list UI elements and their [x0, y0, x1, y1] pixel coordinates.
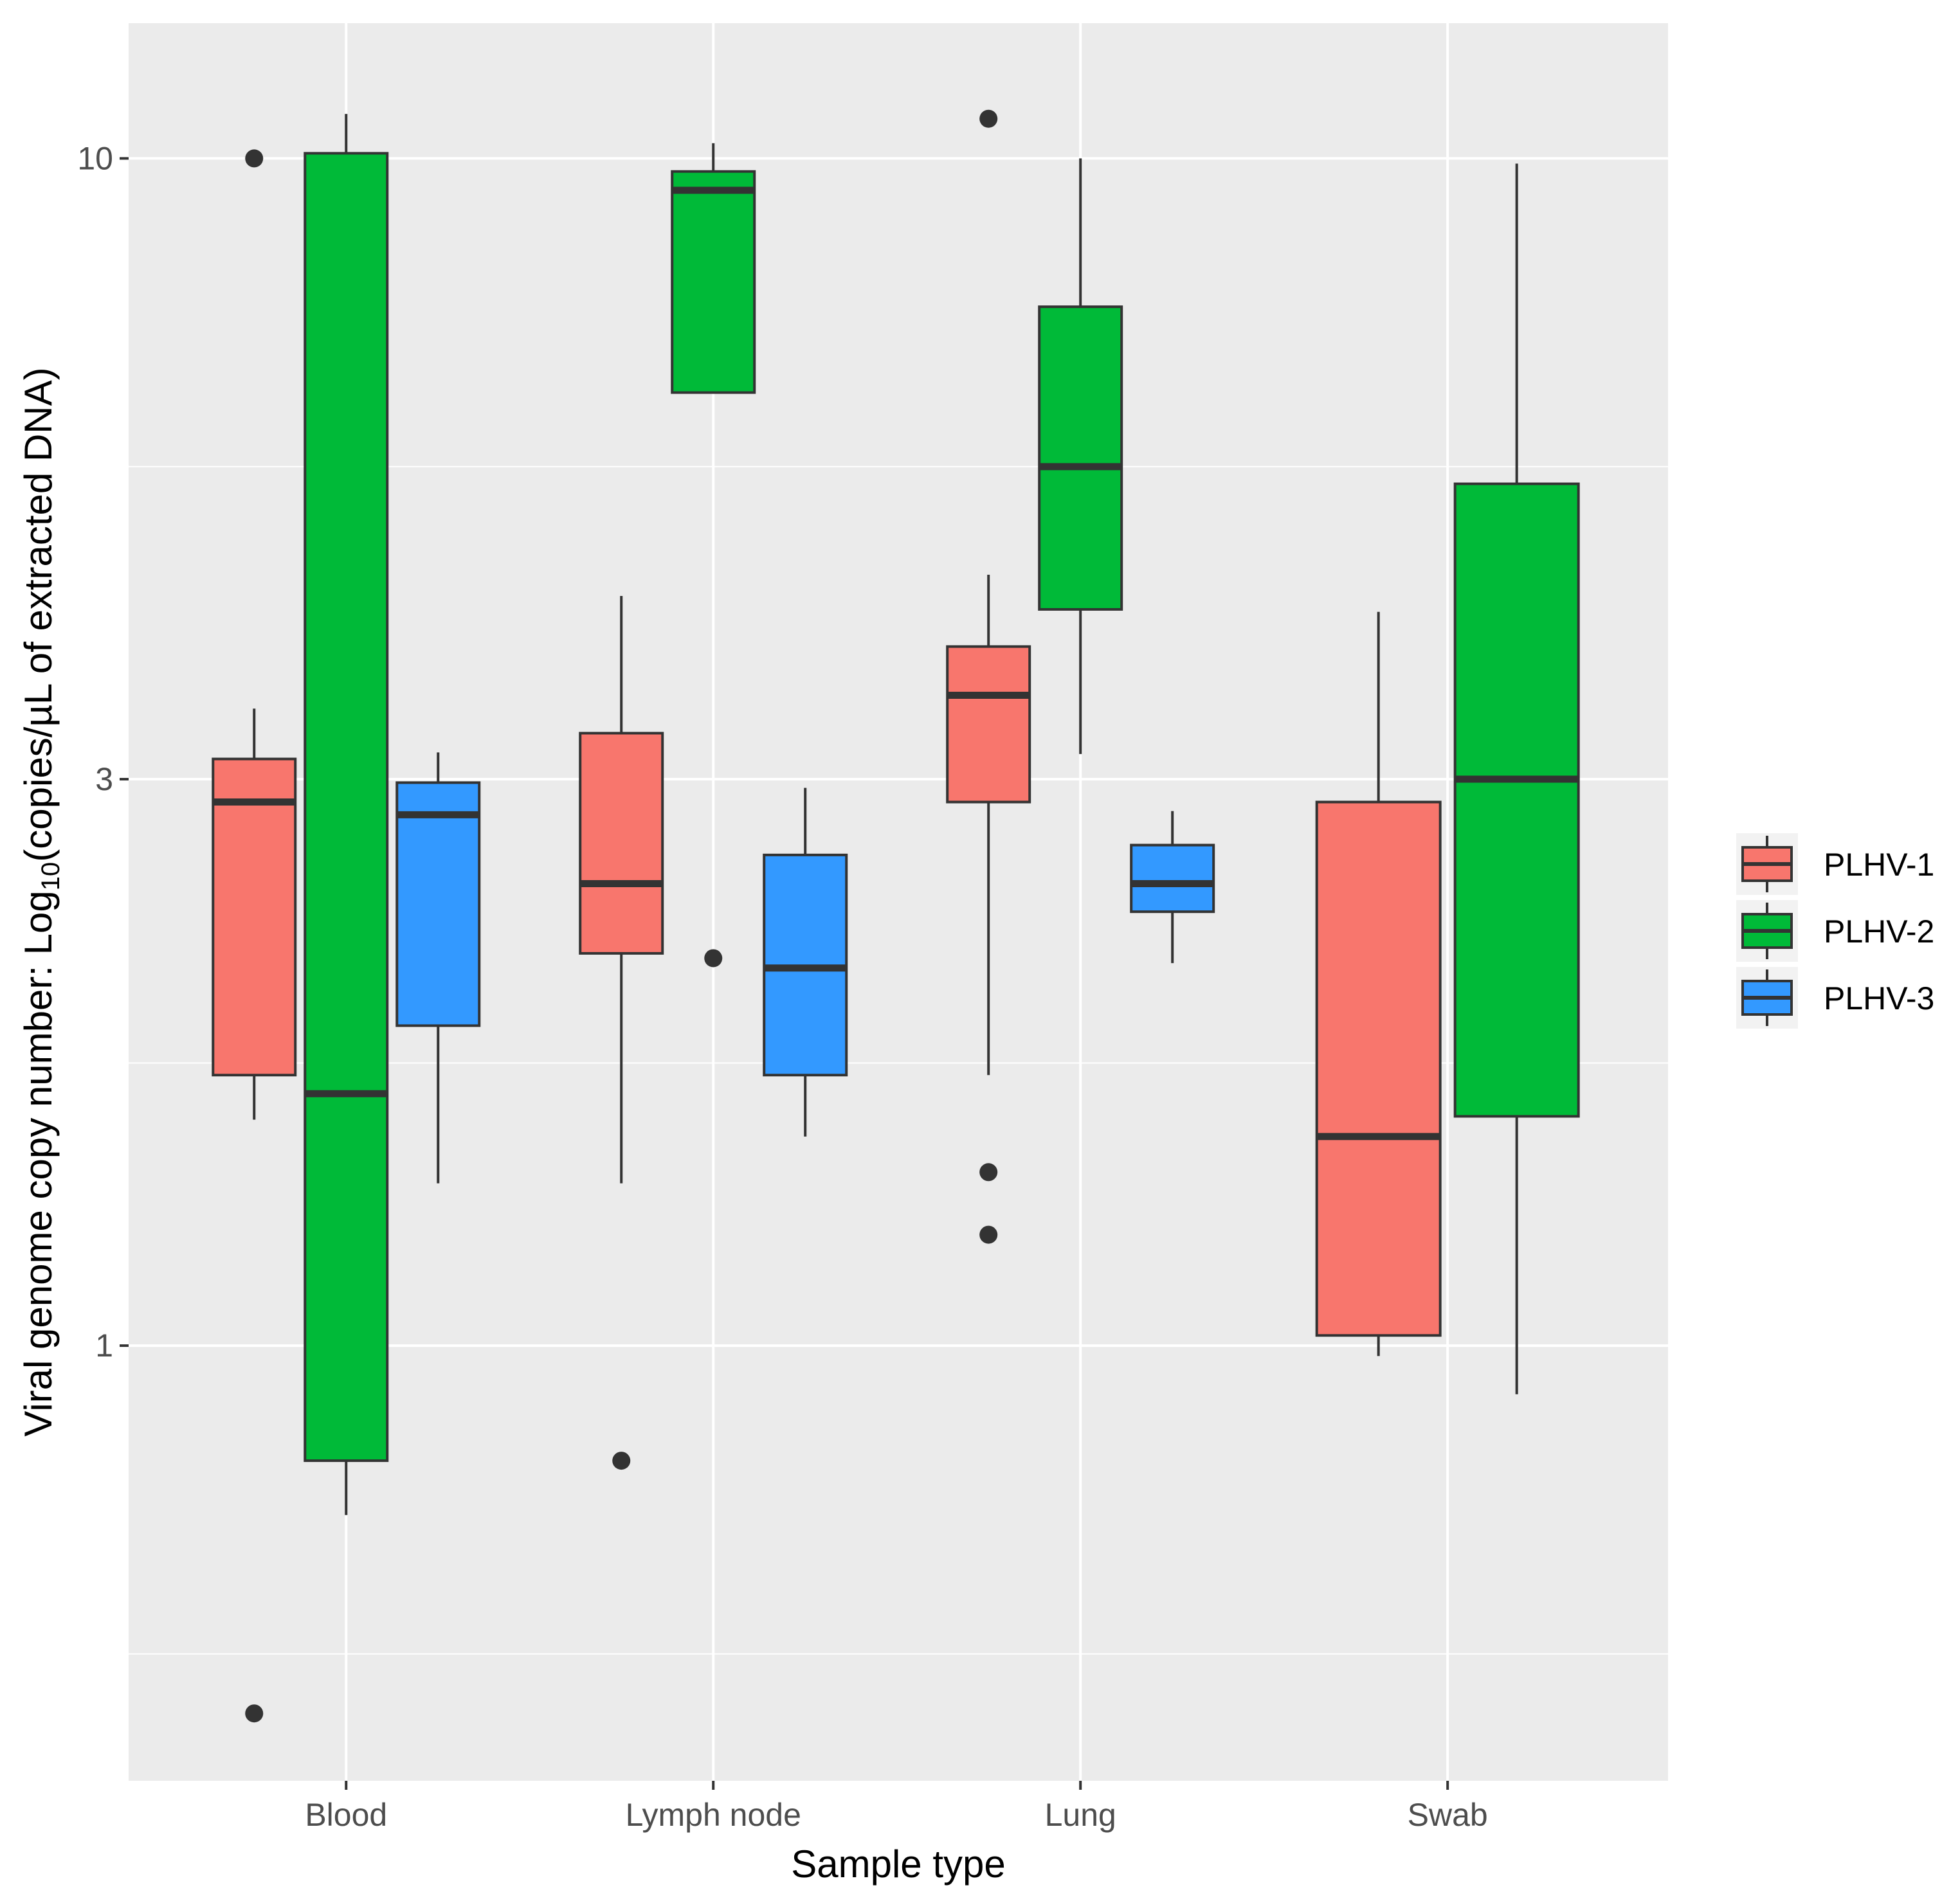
- box-plhv-1-lung: [946, 109, 1031, 1244]
- x-tick-label-blood: Blood: [305, 1797, 387, 1833]
- legend-item-plhv-3: PLHV-3: [1736, 967, 1934, 1029]
- box-plhv-1-lymph-node: [579, 596, 664, 1470]
- y-axis-title-rest: (copies/µL of extracted DNA): [17, 367, 60, 861]
- y-axis: 1 3 10: [77, 140, 129, 1364]
- outlier-point: [612, 1452, 631, 1470]
- legend-item-plhv-1: PLHV-1: [1736, 833, 1934, 895]
- box-plhv-3-blood: [395, 752, 481, 1184]
- outlier-point: [979, 1225, 998, 1244]
- outlier-point: [245, 149, 264, 168]
- box-body: [1038, 305, 1123, 611]
- box-plhv-1-blood: [212, 149, 297, 1723]
- legend: PLHV-1 PLHV-2 PLHV-3: [1736, 833, 1934, 1029]
- y-axis-title-subscript: 10: [37, 862, 65, 891]
- x-tick-label-lung: Lung: [1045, 1797, 1116, 1833]
- legend-label: PLHV-2: [1824, 914, 1934, 950]
- outlier-point: [245, 1704, 264, 1723]
- y-tick-label: 3: [95, 761, 113, 797]
- box-plhv-2-blood: [304, 114, 389, 1515]
- box-body: [579, 732, 664, 955]
- legend-label: PLHV-3: [1824, 980, 1934, 1016]
- box-plhv-3-lymph-node: [763, 788, 848, 1137]
- outlier-point: [979, 109, 998, 128]
- box-plhv-2-lymph-node: [671, 143, 756, 968]
- outlier-point: [704, 949, 723, 968]
- outlier-point: [979, 1163, 998, 1182]
- legend-item-plhv-2: PLHV-2: [1736, 900, 1934, 962]
- x-tick-label-lymph-node: Lymph node: [626, 1797, 801, 1833]
- x-axis: Blood Lymph node Lung Swab: [305, 1781, 1488, 1833]
- box-plhv-3-lung: [1130, 811, 1215, 964]
- y-tick-label: 10: [77, 140, 113, 176]
- box-body: [1453, 482, 1580, 1118]
- box-body: [395, 781, 481, 1027]
- legend-label: PLHV-1: [1824, 847, 1934, 883]
- box-body: [304, 152, 389, 1463]
- x-axis-title: Sample type: [791, 1842, 1006, 1886]
- y-tick-label: 1: [95, 1328, 113, 1364]
- box-plhv-1-swab: [1315, 611, 1442, 1356]
- box-body: [1315, 800, 1442, 1337]
- box-body: [671, 170, 756, 394]
- box-body: [946, 645, 1031, 804]
- box-plhv-2-swab: [1453, 163, 1580, 1394]
- y-axis-title: Viral genome copy number: Log10(copies/µ…: [17, 367, 65, 1436]
- box-body: [212, 757, 297, 1077]
- y-axis-title-main: Viral genome copy number: Log: [17, 890, 60, 1436]
- x-tick-label-swab: Swab: [1408, 1797, 1488, 1833]
- boxes-layer: [212, 109, 1580, 1723]
- box-body: [1130, 843, 1215, 914]
- box-plhv-2-lung: [1038, 158, 1123, 754]
